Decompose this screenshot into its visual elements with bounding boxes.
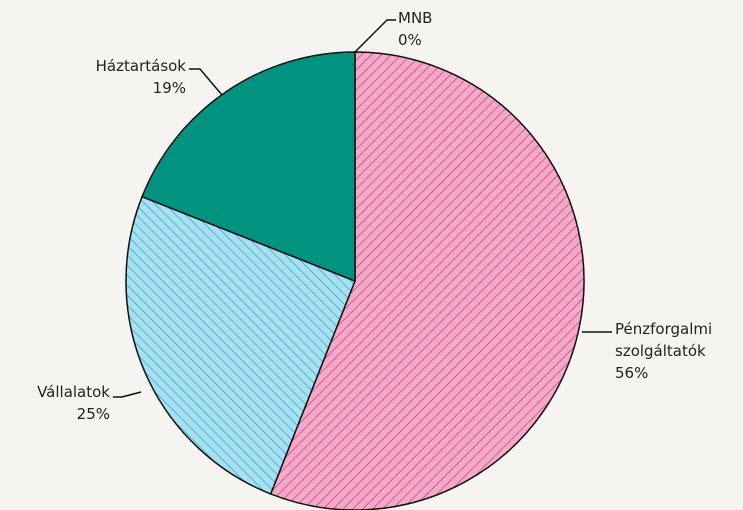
slice-label: Vállalatok 25% — [37, 381, 110, 425]
category-name: Háztartások — [95, 57, 186, 75]
value-label: 0% — [398, 31, 422, 49]
leader-line — [113, 391, 142, 398]
slice-label: MNB 0% — [398, 7, 432, 51]
category-name: Vállalatok — [37, 383, 110, 401]
pie-slice — [141, 51, 356, 283]
value-label: 19% — [152, 79, 186, 97]
value-label: 56% — [615, 364, 649, 382]
leader-line — [354, 19, 396, 53]
leader-line — [189, 68, 223, 96]
pie-slice — [269, 51, 585, 510]
category-name: Pénzforgalmi szolgáltatók — [615, 320, 713, 360]
value-label: 25% — [76, 405, 110, 423]
slice-label: Háztartások 19% — [96, 55, 186, 99]
slice-label: Pénzforgalmi szolgáltatók 56% — [615, 318, 735, 384]
category-name: MNB — [398, 9, 433, 27]
pie-slice — [125, 195, 356, 495]
